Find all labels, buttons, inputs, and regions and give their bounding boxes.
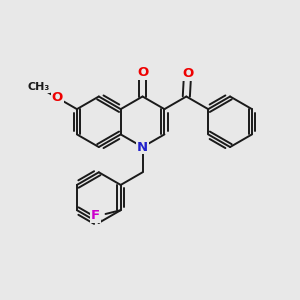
Text: O: O	[52, 91, 63, 104]
Text: CH₃: CH₃	[28, 82, 50, 92]
Text: N: N	[137, 140, 148, 154]
Text: O: O	[182, 67, 193, 80]
Text: F: F	[91, 209, 100, 222]
Text: O: O	[137, 66, 148, 79]
